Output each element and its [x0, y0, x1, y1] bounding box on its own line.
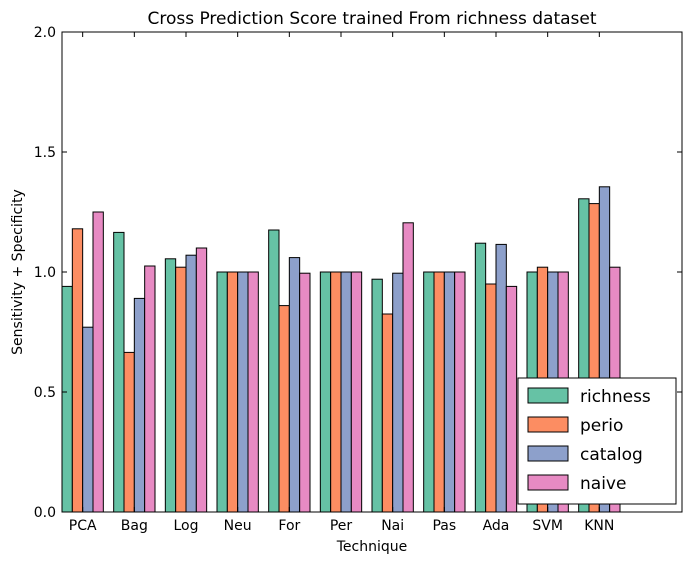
legend-label-catalog: catalog	[580, 445, 643, 465]
x-axis-ticks: PCA Bag Log Neu For Per Nai Pas Ada SVM KNN	[69, 32, 614, 534]
bar-catalog-neu	[237, 271, 249, 513]
x-tick-label: For	[278, 518, 300, 534]
bar-catalog-pca	[82, 326, 94, 513]
bar-catalog-ada	[495, 243, 507, 513]
bar-richness-for	[268, 229, 280, 513]
x-tick-label: KNN	[584, 518, 614, 534]
bar-catalog-for	[288, 257, 301, 513]
legend-label-naive: naive	[580, 474, 626, 494]
bar-naive-neu	[247, 271, 259, 513]
legend-swatch-catalog	[527, 445, 569, 462]
bar-perio-nai	[381, 313, 394, 513]
bar-richness-log	[164, 258, 177, 513]
y-tick-label: 1.5	[34, 145, 56, 161]
bar-richness-nai	[371, 278, 383, 513]
legend-swatch-perio	[527, 416, 569, 433]
bar-perio-per	[330, 271, 342, 513]
legend-label-perio: perio	[580, 416, 623, 436]
bar-naive-for	[299, 272, 311, 513]
bar-catalog-nai	[392, 272, 404, 513]
bar-richness-neu	[216, 271, 228, 513]
x-tick-label: SVM	[532, 518, 563, 534]
bar-richness-per	[319, 271, 332, 513]
legend-swatch-richness	[527, 387, 569, 404]
x-tick-label: Neu	[224, 518, 252, 534]
bar-perio-pas	[433, 271, 445, 513]
bar-naive-ada	[505, 285, 518, 513]
bar-perio-for	[278, 305, 290, 513]
bar-catalog-bag	[133, 297, 146, 513]
x-tick-label: Log	[173, 518, 198, 534]
bar-catalog-log	[185, 254, 197, 513]
chart-title: Cross Prediction Score trained From rich…	[147, 9, 596, 29]
bar-richness-ada	[474, 242, 487, 513]
y-tick-label: 0.0	[34, 505, 56, 521]
y-tick-label: 1.0	[34, 265, 56, 281]
bar-naive-log	[195, 247, 208, 513]
bar-naive-pca	[92, 211, 104, 513]
y-axis-label: Sensitivity + Specificity	[10, 189, 26, 355]
x-tick-label: PCA	[69, 518, 97, 534]
bar-richness-pas	[423, 271, 435, 513]
bar-catalog-pas	[443, 271, 456, 513]
bar-catalog-per	[340, 271, 352, 513]
bar-perio-log	[175, 266, 187, 513]
x-tick-label: Nai	[381, 518, 404, 534]
bar-richness-bag	[113, 231, 125, 513]
bar-naive-pas	[454, 271, 466, 513]
bar-naive-bag	[144, 265, 156, 513]
bar-naive-per	[350, 271, 363, 513]
x-tick-label: Bag	[121, 518, 148, 534]
x-tick-label: Pas	[432, 518, 456, 534]
y-tick-label: 0.5	[34, 385, 56, 401]
bar-perio-pca	[71, 228, 84, 513]
x-tick-label: Ada	[483, 518, 510, 534]
bar-perio-ada	[485, 283, 497, 513]
legend: richness perio catalog naive	[517, 377, 677, 505]
legend-swatch-naive	[527, 474, 569, 491]
bar-perio-bag	[123, 351, 135, 513]
bar-naive-nai	[402, 222, 414, 513]
y-tick-label: 2.0	[34, 25, 56, 41]
y-axis-ticks: 0.0 0.5 1.0 1.5 2.0	[34, 25, 682, 521]
legend-label-richness: richness	[580, 387, 651, 407]
bar-perio-neu	[226, 271, 239, 513]
x-tick-label: Per	[330, 518, 353, 534]
bar-richness-pca	[61, 285, 73, 513]
x-axis-label: Technique	[336, 539, 408, 555]
